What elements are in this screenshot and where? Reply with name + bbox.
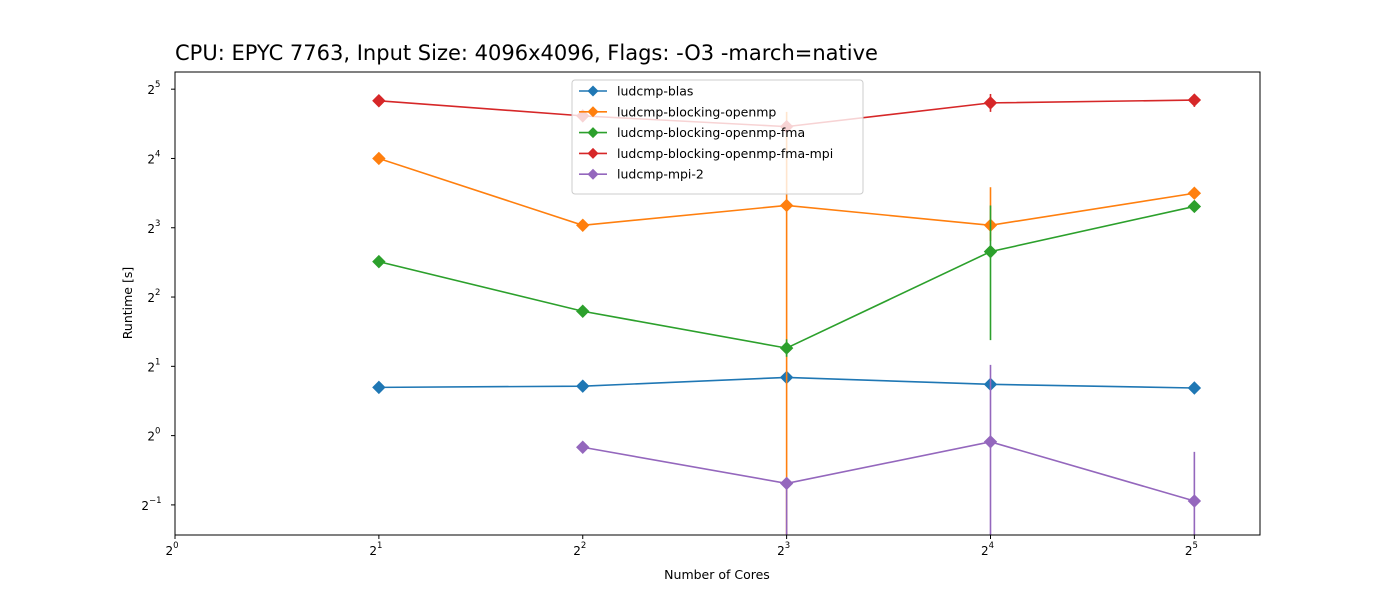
y-tick-label: 2 <box>147 291 155 305</box>
y-tick-exponent: 5 <box>155 80 160 90</box>
data-point <box>779 476 794 491</box>
y-tick-exponent: 1 <box>155 357 160 367</box>
data-point <box>983 244 998 259</box>
y-tick-exponent: −1 <box>149 496 162 506</box>
y-tick-label: 2 <box>147 152 155 166</box>
x-tick-label: 22 <box>573 541 586 558</box>
y-axis: 2 −12 02 12 22 32 42 5 <box>141 80 175 513</box>
series-line <box>582 440 1195 502</box>
data-point <box>372 151 386 166</box>
y-tick-label: 2 <box>147 222 155 236</box>
legend-label: ludcmp-blocking-openmp-fma-mpi <box>617 146 833 161</box>
series-layer <box>372 93 1202 535</box>
legend-item: ludcmp-blas <box>579 84 693 99</box>
legend-label: ludcmp-blas <box>617 84 693 99</box>
chart-title: CPU: EPYC 7763, Input Size: 4096x4096, F… <box>175 41 878 65</box>
legend-label: ludcmp-blocking-openmp-fma <box>617 125 805 140</box>
legend-item: ludcmp-mpi-2 <box>579 167 704 182</box>
legend: ludcmp-blas ludcmp-blocking-openmp ludcmp-… <box>571 79 864 195</box>
legend-item: ludcmp-blocking-openmp <box>579 104 776 119</box>
data-point <box>372 94 386 108</box>
data-point <box>372 254 386 269</box>
data-point <box>1187 381 1202 395</box>
legend-item: ludcmp-blocking-openmp-fma <box>579 125 805 140</box>
y-tick-label: 2 <box>147 360 155 374</box>
x-tick-label: 23 <box>777 541 790 558</box>
data-point <box>1187 494 1202 508</box>
legend-marker <box>587 127 599 139</box>
y-tick-label: 2 <box>147 430 155 444</box>
legend-box <box>571 79 864 195</box>
series-ludcmp-mpi-2 <box>576 364 1202 535</box>
data-point <box>779 198 794 213</box>
legend-marker <box>587 147 599 159</box>
data-point <box>779 341 794 355</box>
y-tick-exponent: 0 <box>155 427 160 437</box>
x-tick-label: 21 <box>369 541 382 558</box>
x-tick-label: 20 <box>165 541 178 558</box>
y-tick-exponent: 4 <box>155 149 160 159</box>
data-point <box>983 96 998 110</box>
x-tick-label: 25 <box>1185 541 1198 558</box>
data-point <box>983 435 998 449</box>
data-point <box>576 379 590 393</box>
y-tick-label: 2 <box>147 83 155 97</box>
legend-marker <box>587 85 599 97</box>
legend-marker <box>587 106 599 118</box>
plot-frame <box>174 71 1261 536</box>
x-axis: 20 21 22 23 24 25 <box>165 535 1198 558</box>
y-tick-label: 2 <box>141 499 149 513</box>
series-ludcmp-blocking-openmp-fma <box>372 199 1202 357</box>
data-point <box>576 440 590 454</box>
y-axis-label: Runtime [s] <box>120 267 135 339</box>
legend-marker <box>587 168 599 180</box>
x-axis-label: Number of Cores <box>664 567 770 582</box>
y-tick-exponent: 3 <box>155 219 160 229</box>
legend-label: ludcmp-mpi-2 <box>617 167 704 182</box>
data-point <box>372 380 386 395</box>
y-tick-exponent: 2 <box>155 288 160 298</box>
x-tick-label: 24 <box>981 541 994 558</box>
data-point <box>1187 186 1202 200</box>
data-point <box>1187 199 1202 214</box>
data-point <box>576 218 590 232</box>
legend-label: ludcmp-blocking-openmp <box>617 104 776 119</box>
data-point <box>576 304 590 318</box>
data-point <box>1187 93 1202 107</box>
legend-item: ludcmp-blocking-openmp-fma-mpi <box>579 146 833 161</box>
